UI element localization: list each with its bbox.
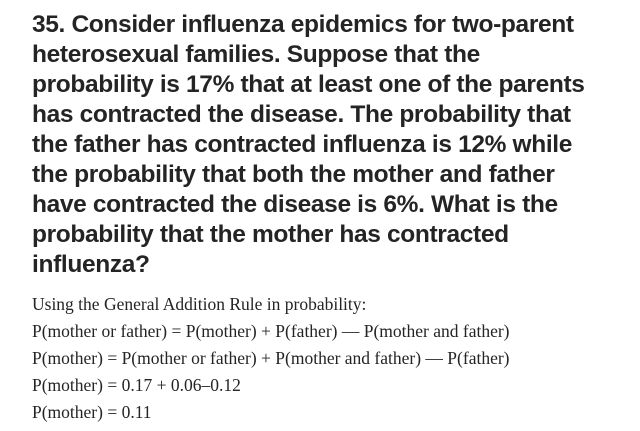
question-heading: 35. Consider influenza epidemics for two… xyxy=(32,10,622,280)
question-line: heterosexual families. Suppose that the xyxy=(32,41,480,68)
answer-intro: Using the General Addition Rule in proba… xyxy=(32,294,367,314)
question-line: have contracted the disease is 6%. What … xyxy=(32,191,558,218)
answer-step: P(mother) = P(mother or father) + P(moth… xyxy=(32,348,510,368)
answer-step: P(mother or father) = P(mother) + P(fath… xyxy=(32,321,510,341)
question-line: 35. Consider influenza epidemics for two… xyxy=(32,11,574,38)
question-line: probability is 17% that at least one of … xyxy=(32,71,585,98)
question-line: influenza? xyxy=(32,251,150,278)
document-page: 35. Consider influenza epidemics for two… xyxy=(32,10,622,426)
question-line: has contracted the disease. The probabil… xyxy=(32,101,571,128)
answer-step: P(mother) = 0.17 + 0.06–0.12 xyxy=(32,375,241,395)
answer-section: Using the General Addition Rule in proba… xyxy=(32,291,622,426)
answer-result: P(mother) = 0.11 xyxy=(32,402,152,422)
question-line: probability that the mother has contract… xyxy=(32,221,509,248)
question-line: the probability that both the mother and… xyxy=(32,161,555,188)
question-line: the father has contracted influenza is 1… xyxy=(32,131,573,158)
